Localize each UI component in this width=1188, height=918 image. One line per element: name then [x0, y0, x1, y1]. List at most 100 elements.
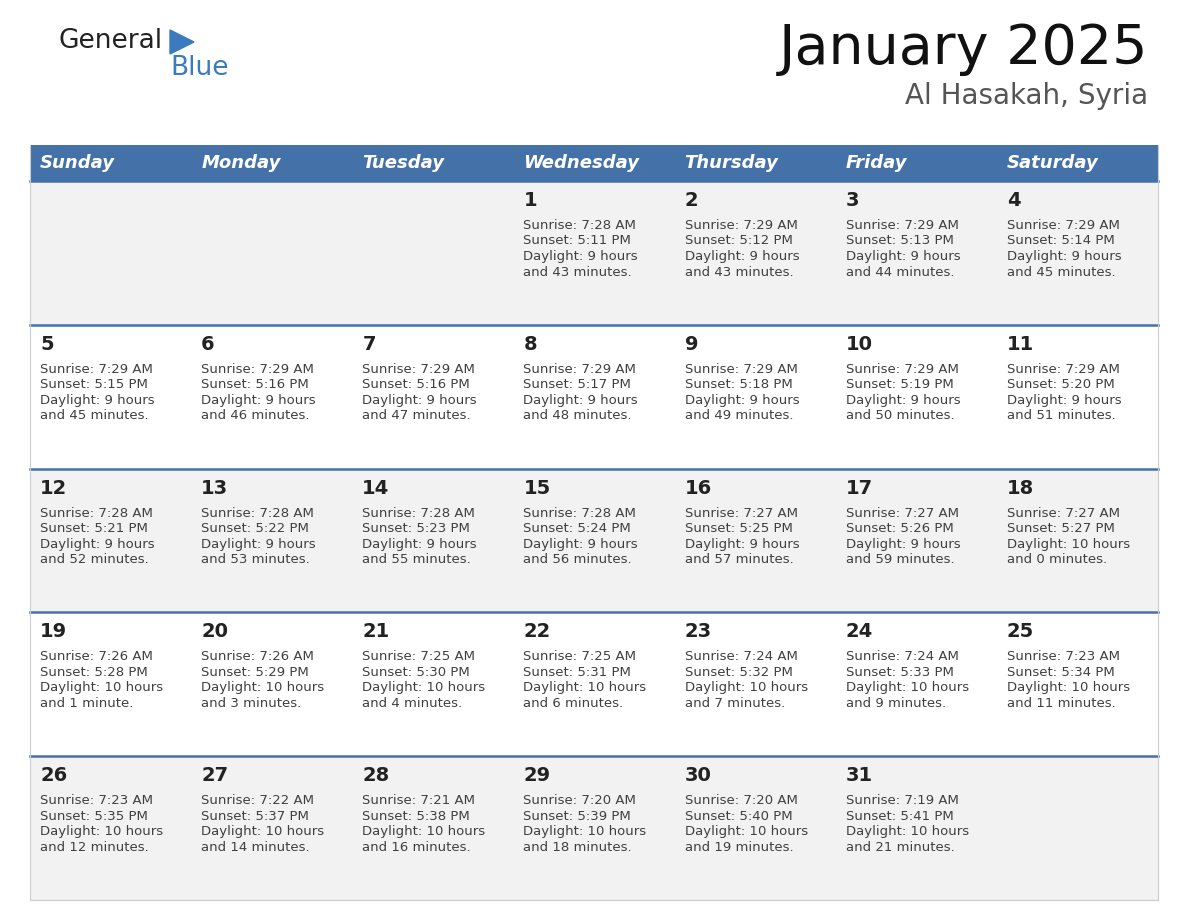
Text: Sunrise: 7:28 AM: Sunrise: 7:28 AM — [524, 219, 637, 232]
Text: 10: 10 — [846, 335, 873, 353]
Text: 24: 24 — [846, 622, 873, 642]
Text: Sunset: 5:11 PM: Sunset: 5:11 PM — [524, 234, 631, 248]
Text: Daylight: 9 hours: Daylight: 9 hours — [846, 250, 960, 263]
Bar — [30, 145, 1158, 181]
Text: and 45 minutes.: and 45 minutes. — [1007, 265, 1116, 278]
Text: 28: 28 — [362, 767, 390, 785]
Text: Daylight: 10 hours: Daylight: 10 hours — [40, 825, 163, 838]
Text: and 11 minutes.: and 11 minutes. — [1007, 697, 1116, 710]
Text: 6: 6 — [201, 335, 215, 353]
Bar — [30, 468, 1158, 612]
Text: Sunrise: 7:28 AM: Sunrise: 7:28 AM — [40, 507, 153, 520]
Text: Daylight: 10 hours: Daylight: 10 hours — [1007, 538, 1130, 551]
Text: Daylight: 9 hours: Daylight: 9 hours — [201, 394, 316, 407]
Text: Sunset: 5:14 PM: Sunset: 5:14 PM — [1007, 234, 1114, 248]
Text: Sunrise: 7:29 AM: Sunrise: 7:29 AM — [684, 363, 797, 375]
Text: and 56 minutes.: and 56 minutes. — [524, 554, 632, 566]
Text: 1: 1 — [524, 191, 537, 210]
Text: 27: 27 — [201, 767, 228, 785]
Text: Daylight: 9 hours: Daylight: 9 hours — [362, 394, 476, 407]
Text: Sunset: 5:24 PM: Sunset: 5:24 PM — [524, 522, 631, 535]
Text: 11: 11 — [1007, 335, 1034, 353]
Text: Sunset: 5:35 PM: Sunset: 5:35 PM — [40, 810, 147, 823]
Text: and 44 minutes.: and 44 minutes. — [846, 265, 954, 278]
Text: Daylight: 10 hours: Daylight: 10 hours — [362, 825, 486, 838]
Text: and 57 minutes.: and 57 minutes. — [684, 554, 794, 566]
Text: Sunrise: 7:23 AM: Sunrise: 7:23 AM — [40, 794, 153, 807]
Text: Sunrise: 7:27 AM: Sunrise: 7:27 AM — [1007, 507, 1120, 520]
Text: 19: 19 — [40, 622, 68, 642]
Text: Sunrise: 7:23 AM: Sunrise: 7:23 AM — [1007, 650, 1120, 664]
Text: Sunrise: 7:29 AM: Sunrise: 7:29 AM — [40, 363, 153, 375]
Text: and 48 minutes.: and 48 minutes. — [524, 409, 632, 422]
Text: and 55 minutes.: and 55 minutes. — [362, 554, 470, 566]
Text: Sunset: 5:34 PM: Sunset: 5:34 PM — [1007, 666, 1114, 679]
Text: 5: 5 — [40, 335, 53, 353]
Text: Sunrise: 7:26 AM: Sunrise: 7:26 AM — [40, 650, 153, 664]
Text: 12: 12 — [40, 478, 68, 498]
Text: Sunset: 5:17 PM: Sunset: 5:17 PM — [524, 378, 631, 391]
Bar — [30, 181, 1158, 325]
Text: Daylight: 9 hours: Daylight: 9 hours — [846, 394, 960, 407]
Text: and 9 minutes.: and 9 minutes. — [846, 697, 946, 710]
Text: Sunset: 5:21 PM: Sunset: 5:21 PM — [40, 522, 147, 535]
Text: and 12 minutes.: and 12 minutes. — [40, 841, 148, 854]
Text: 4: 4 — [1007, 191, 1020, 210]
Text: Daylight: 10 hours: Daylight: 10 hours — [846, 681, 969, 694]
Text: Daylight: 10 hours: Daylight: 10 hours — [362, 681, 486, 694]
Text: Thursday: Thursday — [684, 154, 778, 172]
Text: Saturday: Saturday — [1007, 154, 1099, 172]
Text: Daylight: 9 hours: Daylight: 9 hours — [362, 538, 476, 551]
Text: 29: 29 — [524, 767, 550, 785]
Text: and 1 minute.: and 1 minute. — [40, 697, 133, 710]
Text: and 59 minutes.: and 59 minutes. — [846, 554, 954, 566]
Text: and 0 minutes.: and 0 minutes. — [1007, 554, 1107, 566]
Text: Sunset: 5:15 PM: Sunset: 5:15 PM — [40, 378, 147, 391]
Text: Daylight: 10 hours: Daylight: 10 hours — [1007, 681, 1130, 694]
Text: Sunset: 5:33 PM: Sunset: 5:33 PM — [846, 666, 954, 679]
Text: Sunset: 5:23 PM: Sunset: 5:23 PM — [362, 522, 470, 535]
Text: 26: 26 — [40, 767, 68, 785]
Text: Sunset: 5:32 PM: Sunset: 5:32 PM — [684, 666, 792, 679]
Text: Sunset: 5:41 PM: Sunset: 5:41 PM — [846, 810, 954, 823]
Text: Sunset: 5:18 PM: Sunset: 5:18 PM — [684, 378, 792, 391]
Text: and 45 minutes.: and 45 minutes. — [40, 409, 148, 422]
Text: 8: 8 — [524, 335, 537, 353]
Text: Sunrise: 7:29 AM: Sunrise: 7:29 AM — [1007, 219, 1120, 232]
Text: Sunset: 5:20 PM: Sunset: 5:20 PM — [1007, 378, 1114, 391]
Text: and 14 minutes.: and 14 minutes. — [201, 841, 310, 854]
Text: 18: 18 — [1007, 478, 1034, 498]
Text: Sunrise: 7:29 AM: Sunrise: 7:29 AM — [201, 363, 314, 375]
Text: Daylight: 10 hours: Daylight: 10 hours — [684, 681, 808, 694]
Text: Sunrise: 7:28 AM: Sunrise: 7:28 AM — [524, 507, 637, 520]
Text: and 50 minutes.: and 50 minutes. — [846, 409, 954, 422]
Text: Sunset: 5:16 PM: Sunset: 5:16 PM — [362, 378, 470, 391]
Text: Daylight: 10 hours: Daylight: 10 hours — [524, 825, 646, 838]
Text: Sunrise: 7:24 AM: Sunrise: 7:24 AM — [846, 650, 959, 664]
Text: Sunset: 5:13 PM: Sunset: 5:13 PM — [846, 234, 954, 248]
Text: Daylight: 9 hours: Daylight: 9 hours — [524, 394, 638, 407]
Text: Sunrise: 7:29 AM: Sunrise: 7:29 AM — [846, 363, 959, 375]
Text: Sunset: 5:40 PM: Sunset: 5:40 PM — [684, 810, 792, 823]
Text: Sunrise: 7:25 AM: Sunrise: 7:25 AM — [362, 650, 475, 664]
Bar — [30, 756, 1158, 900]
Text: Daylight: 9 hours: Daylight: 9 hours — [201, 538, 316, 551]
Text: Daylight: 10 hours: Daylight: 10 hours — [40, 681, 163, 694]
Text: General: General — [58, 28, 162, 54]
Text: and 47 minutes.: and 47 minutes. — [362, 409, 470, 422]
Text: Daylight: 9 hours: Daylight: 9 hours — [684, 250, 800, 263]
Text: Sunrise: 7:20 AM: Sunrise: 7:20 AM — [524, 794, 637, 807]
Text: Daylight: 10 hours: Daylight: 10 hours — [524, 681, 646, 694]
Text: Sunrise: 7:21 AM: Sunrise: 7:21 AM — [362, 794, 475, 807]
Text: Daylight: 9 hours: Daylight: 9 hours — [40, 538, 154, 551]
Text: Sunrise: 7:29 AM: Sunrise: 7:29 AM — [684, 219, 797, 232]
Text: Daylight: 9 hours: Daylight: 9 hours — [524, 538, 638, 551]
Text: Sunset: 5:39 PM: Sunset: 5:39 PM — [524, 810, 631, 823]
Text: Sunrise: 7:27 AM: Sunrise: 7:27 AM — [846, 507, 959, 520]
Bar — [30, 612, 1158, 756]
Text: Sunset: 5:28 PM: Sunset: 5:28 PM — [40, 666, 147, 679]
Text: Sunset: 5:27 PM: Sunset: 5:27 PM — [1007, 522, 1114, 535]
Text: Daylight: 9 hours: Daylight: 9 hours — [524, 250, 638, 263]
Text: Friday: Friday — [846, 154, 908, 172]
Text: Sunset: 5:22 PM: Sunset: 5:22 PM — [201, 522, 309, 535]
